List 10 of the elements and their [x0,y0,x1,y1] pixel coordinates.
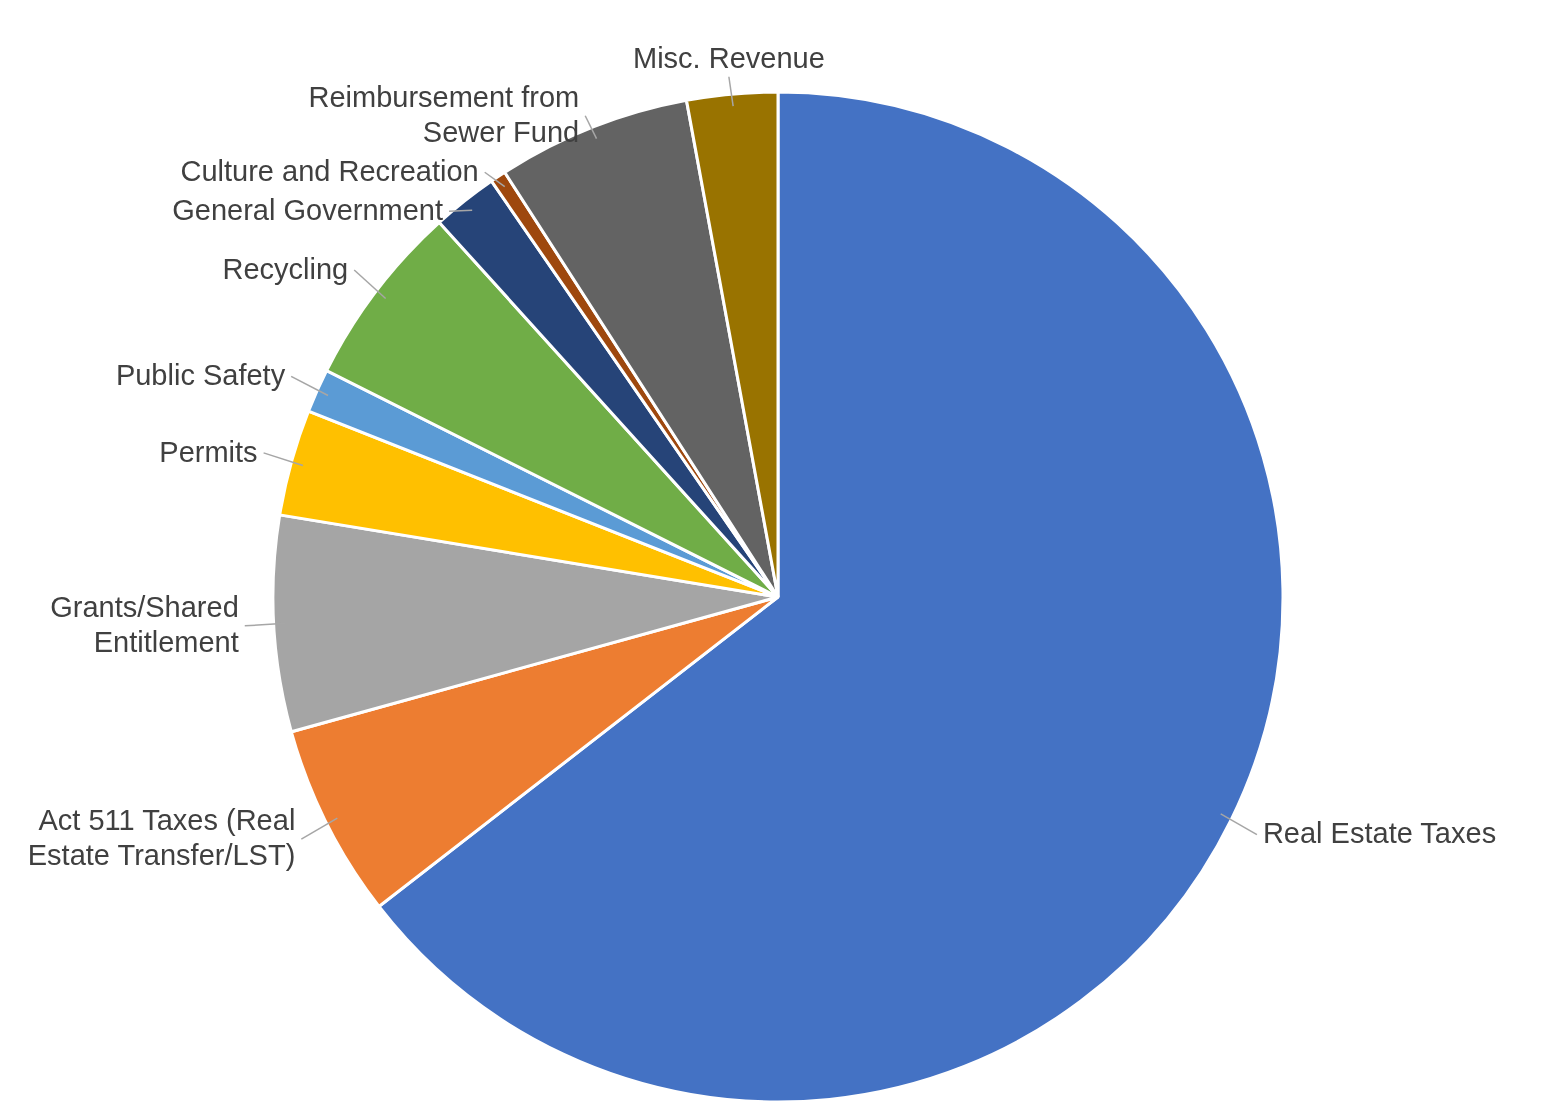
slice-label: General Government [172,193,444,226]
slice-label: Reimbursement from Sewer Fund [308,80,580,148]
slice-label: Recycling [222,252,349,285]
slice-label: Culture and Recreation [180,154,479,187]
slice-label: Act 511 Taxes (Real Estate Transfer/LST) [27,804,296,872]
slice-label: Permits [159,435,258,468]
slice-label: Real Estate Taxes [1262,817,1497,850]
slice-label: Misc. Revenue [632,41,825,74]
slice-label: Grants/Shared Entitlement [50,591,239,659]
slice-label: Public Safety [115,359,286,392]
